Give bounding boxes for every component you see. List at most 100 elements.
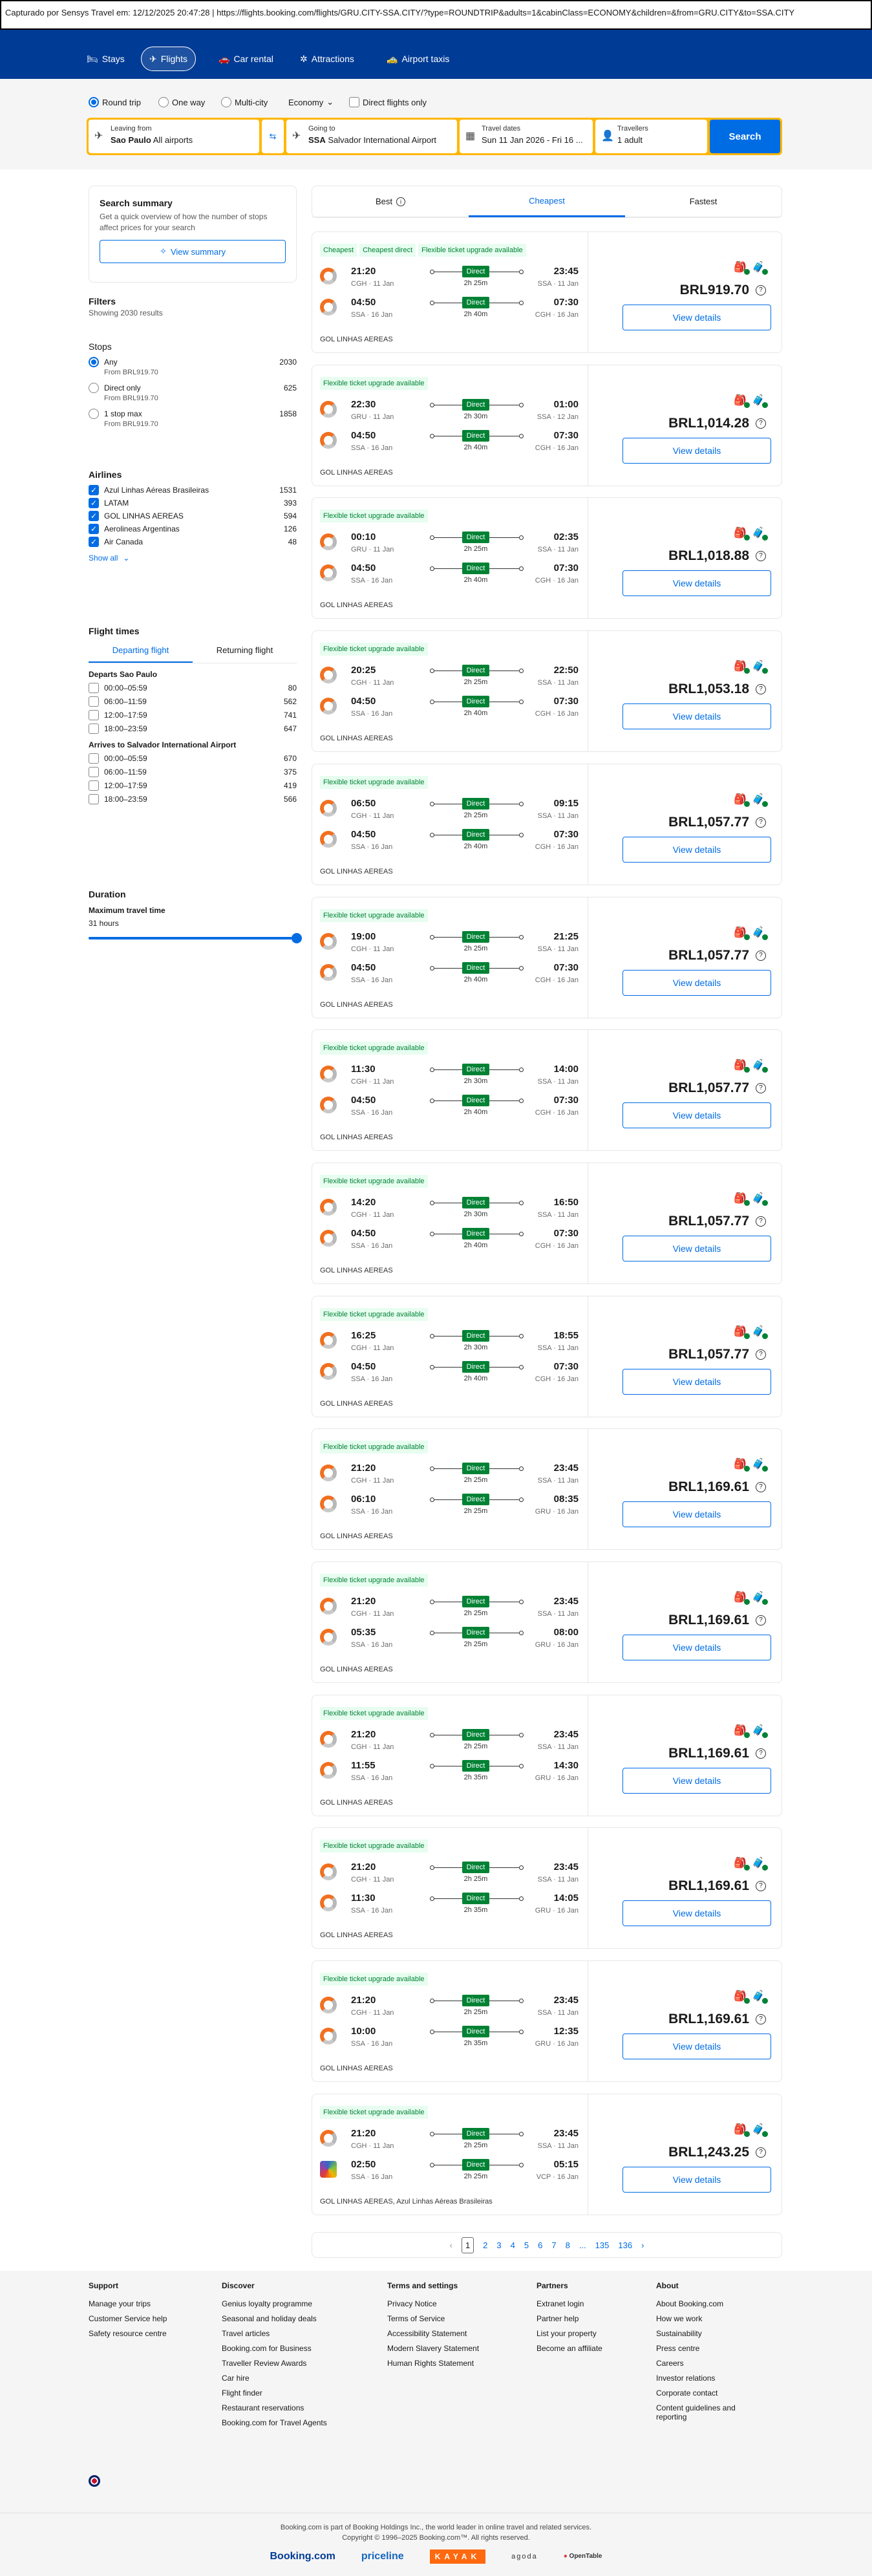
- help-icon[interactable]: ?: [756, 418, 766, 429]
- stop-option[interactable]: Any 2030 From BRL919.70: [89, 356, 297, 376]
- stop-option[interactable]: 1 stop max 1858 From BRL919.70: [89, 407, 297, 428]
- chevron-left-icon[interactable]: ‹: [449, 2240, 452, 2250]
- footer-link[interactable]: Restaurant reservations: [222, 2403, 304, 2412]
- help-icon[interactable]: ?: [756, 817, 766, 828]
- footer-link[interactable]: Booking.com for Business: [222, 2344, 312, 2353]
- footer-link[interactable]: List your property: [537, 2329, 597, 2338]
- time-option[interactable]: 18:00–23:59 647: [89, 722, 297, 735]
- one-way-radio[interactable]: One way: [158, 97, 205, 107]
- view-details-button[interactable]: View details: [622, 1767, 771, 1794]
- checkbox-icon[interactable]: [89, 780, 99, 791]
- direct-flights-checkbox[interactable]: Direct flights only: [349, 97, 427, 107]
- footer-link[interactable]: Car hire: [222, 2374, 250, 2383]
- footer-link[interactable]: Privacy Notice: [387, 2299, 437, 2308]
- footer-link[interactable]: Investor relations: [656, 2374, 716, 2383]
- uk-flag-icon[interactable]: [89, 2475, 100, 2487]
- help-icon[interactable]: ?: [756, 1216, 766, 1227]
- help-icon[interactable]: ?: [756, 1482, 766, 1493]
- page-link[interactable]: 5: [524, 2240, 529, 2250]
- footer-link[interactable]: Partner help: [537, 2314, 579, 2323]
- checkbox-checked-icon[interactable]: ✓: [89, 524, 99, 534]
- view-details-button[interactable]: View details: [622, 1900, 771, 1927]
- footer-link[interactable]: Become an affiliate: [537, 2344, 602, 2353]
- help-icon[interactable]: ?: [756, 2147, 766, 2158]
- airline-option[interactable]: ✓ GOL LINHAS AEREAS 594: [89, 510, 297, 522]
- tab-best[interactable]: Best i: [312, 186, 469, 217]
- footer-link[interactable]: Content guidelines and reporting: [656, 2403, 736, 2421]
- page-link[interactable]: 6: [538, 2240, 543, 2250]
- footer-link[interactable]: Customer Service help: [89, 2314, 167, 2323]
- airline-option[interactable]: ✓ Air Canada 48: [89, 535, 297, 548]
- footer-link[interactable]: Terms of Service: [387, 2314, 445, 2323]
- going-to-field[interactable]: ✈ Going to SSA Salvador International Airp…: [286, 120, 457, 153]
- swap-button[interactable]: ⇆: [262, 120, 284, 153]
- time-option[interactable]: 12:00–17:59 741: [89, 709, 297, 722]
- leaving-from-field[interactable]: ✈ Leaving from Sao Paulo All airports: [89, 120, 259, 153]
- nav-flights[interactable]: ✈ Flights: [141, 47, 196, 71]
- travel-dates-field[interactable]: ▦ Travel dates Sun 11 Jan 2026 - Fri 16 ..…: [460, 120, 593, 153]
- view-details-button[interactable]: View details: [622, 570, 771, 597]
- search-button[interactable]: Search: [710, 120, 780, 153]
- slider-handle[interactable]: [292, 933, 302, 943]
- airline-option[interactable]: ✓ Aerolineas Argentinas 126: [89, 522, 297, 535]
- checkbox-checked-icon[interactable]: ✓: [89, 511, 99, 521]
- view-details-button[interactable]: View details: [622, 1368, 771, 1395]
- help-icon[interactable]: ?: [756, 684, 766, 695]
- view-details-button[interactable]: View details: [622, 1235, 771, 1261]
- footer-link[interactable]: Extranet login: [537, 2299, 584, 2308]
- footer-link[interactable]: Human Rights Statement: [387, 2359, 474, 2368]
- radio-icon[interactable]: [89, 409, 99, 419]
- view-summary-button[interactable]: ✧ View summary: [100, 240, 286, 263]
- footer-link[interactable]: Seasonal and holiday deals: [222, 2314, 317, 2323]
- view-details-button[interactable]: View details: [622, 437, 771, 464]
- checkbox-icon[interactable]: [89, 710, 99, 720]
- page-link[interactable]: 2: [483, 2240, 488, 2250]
- help-icon[interactable]: ?: [756, 551, 766, 562]
- footer-link[interactable]: Accessibility Statement: [387, 2329, 467, 2338]
- checkbox-checked-icon[interactable]: ✓: [89, 537, 99, 547]
- checkbox-checked-icon[interactable]: ✓: [89, 485, 99, 495]
- view-details-button[interactable]: View details: [622, 1501, 771, 1528]
- footer-link[interactable]: Genius loyalty programme: [222, 2299, 313, 2308]
- checkbox-icon[interactable]: [89, 767, 99, 777]
- time-option[interactable]: 00:00–05:59 80: [89, 682, 297, 694]
- page-link[interactable]: 7: [551, 2240, 557, 2250]
- tab-cheapest[interactable]: Cheapest: [469, 186, 625, 217]
- help-icon[interactable]: ?: [756, 1349, 766, 1360]
- airline-option[interactable]: ✓ Azul Linhas Aéreas Brasileiras 1531: [89, 484, 297, 497]
- time-option[interactable]: 00:00–05:59 670: [89, 752, 297, 765]
- footer-link[interactable]: Travel articles: [222, 2329, 270, 2338]
- page-link[interactable]: 3: [496, 2240, 502, 2250]
- page-link[interactable]: 135: [595, 2240, 610, 2250]
- nav-car-rental[interactable]: 🚗 Car rental: [211, 47, 281, 71]
- checkbox-checked-icon[interactable]: ✓: [89, 498, 99, 508]
- time-option[interactable]: 18:00–23:59 566: [89, 793, 297, 806]
- info-icon[interactable]: i: [396, 197, 405, 206]
- footer-link[interactable]: Careers: [656, 2359, 684, 2368]
- page-link[interactable]: 1: [461, 2237, 474, 2253]
- checkbox-icon[interactable]: [89, 696, 99, 707]
- time-option[interactable]: 12:00–17:59 419: [89, 779, 297, 792]
- footer-link[interactable]: Booking.com for Travel Agents: [222, 2418, 327, 2427]
- footer-link[interactable]: How we work: [656, 2314, 703, 2323]
- help-icon[interactable]: ?: [756, 1615, 766, 1626]
- footer-link[interactable]: Corporate contact: [656, 2388, 718, 2398]
- nav-stays[interactable]: 🛏 Stays: [79, 47, 133, 71]
- show-all-link[interactable]: Show all ⌄: [89, 553, 297, 563]
- footer-link[interactable]: Manage your trips: [89, 2299, 151, 2308]
- time-option[interactable]: 06:00–11:59 375: [89, 766, 297, 778]
- help-icon[interactable]: ?: [756, 950, 766, 961]
- footer-link[interactable]: Press centre: [656, 2344, 700, 2353]
- help-icon[interactable]: ?: [756, 2014, 766, 2025]
- view-details-button[interactable]: View details: [622, 703, 771, 730]
- view-details-button[interactable]: View details: [622, 1102, 771, 1129]
- footer-link[interactable]: Sustainability: [656, 2329, 702, 2338]
- tab-fastest[interactable]: Fastest: [625, 186, 782, 217]
- checkbox-icon[interactable]: [89, 753, 99, 764]
- view-details-button[interactable]: View details: [622, 2034, 771, 2060]
- chevron-right-icon[interactable]: ›: [641, 2240, 644, 2250]
- travellers-field[interactable]: 👤 Travellers 1 adult: [595, 120, 707, 153]
- stop-option[interactable]: Direct only 625 From BRL919.70: [89, 381, 297, 402]
- view-details-button[interactable]: View details: [622, 969, 771, 996]
- footer-link[interactable]: Safety resource centre: [89, 2329, 167, 2338]
